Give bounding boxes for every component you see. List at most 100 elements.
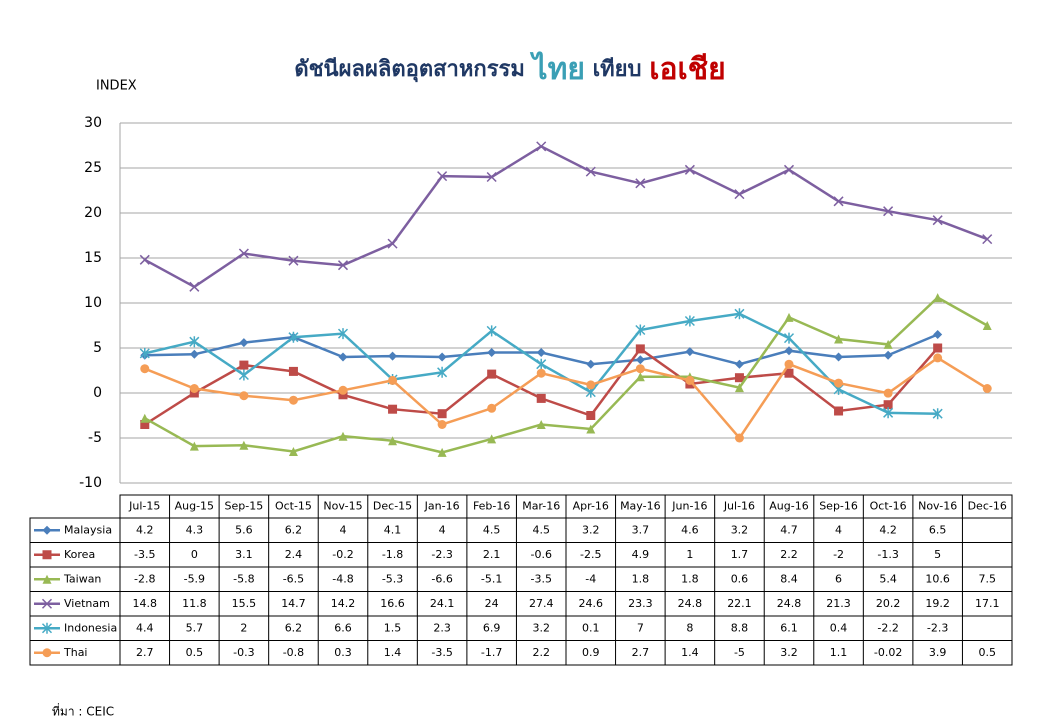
marker — [684, 315, 695, 327]
marker — [883, 206, 894, 217]
marker — [783, 164, 795, 175]
marker — [586, 411, 596, 420]
marker — [784, 312, 794, 322]
title-mid: เทียบ — [593, 57, 642, 82]
table-value: 4.5 — [483, 523, 501, 536]
table-value: 2 — [240, 621, 247, 634]
marker — [784, 359, 794, 369]
legend-label: Malaysia — [64, 523, 112, 536]
table-value: 14.2 — [331, 597, 356, 610]
marker — [189, 441, 199, 451]
table-value: -3.5 — [431, 646, 452, 659]
table-value: 24.8 — [678, 597, 703, 610]
marker — [140, 413, 150, 423]
marker — [239, 391, 249, 401]
x-tick-label: May-16 — [620, 500, 661, 513]
y-tick-label: -5 — [88, 430, 102, 446]
table-value: 0.4 — [830, 621, 848, 634]
marker — [388, 404, 398, 414]
table-value: -1.7 — [481, 646, 502, 659]
marker — [189, 349, 199, 359]
y-tick-label: 30 — [84, 115, 102, 131]
title-prefix: ดัชนีผลผลิตอุตสาหกรรม — [294, 57, 525, 83]
table-value: -5 — [734, 646, 745, 659]
marker — [635, 355, 645, 365]
x-tick-label: Oct-16 — [870, 500, 907, 513]
marker — [288, 447, 298, 456]
table-value: 5 — [934, 548, 941, 561]
marker — [536, 358, 547, 370]
marker — [783, 332, 795, 344]
title-asia: เอเชีย — [649, 52, 725, 87]
table-value: 14.7 — [281, 597, 306, 610]
table-value: 3.2 — [731, 523, 749, 536]
table-value: 1.8 — [632, 572, 650, 585]
table-value: -0.8 — [283, 646, 304, 659]
x-tick-label: Mar-16 — [522, 500, 560, 513]
table-value: -6.6 — [431, 572, 452, 585]
marker — [536, 393, 546, 403]
marker — [932, 215, 943, 226]
marker — [487, 369, 497, 379]
table-value: 20.2 — [876, 597, 901, 610]
table-value: 6.6 — [334, 621, 352, 634]
table-value: 2.7 — [632, 646, 650, 659]
marker — [635, 344, 645, 354]
marker — [42, 648, 52, 658]
marker — [635, 364, 645, 374]
x-tick-label: Aug-16 — [769, 500, 808, 513]
y-tick-label: -10 — [79, 475, 102, 491]
marker — [833, 196, 844, 207]
marker — [933, 343, 943, 353]
marker — [734, 433, 744, 443]
marker — [189, 281, 200, 292]
marker — [933, 330, 943, 339]
marker — [586, 424, 596, 434]
marker — [933, 353, 943, 363]
x-tick-label: Oct-15 — [275, 500, 312, 513]
marker — [635, 372, 645, 382]
marker — [288, 366, 298, 376]
table-value: 21.3 — [826, 597, 851, 610]
marker — [883, 339, 893, 349]
table-value: 4.1 — [384, 523, 402, 536]
marker — [784, 346, 794, 356]
marker — [784, 368, 794, 378]
table-value: 7.5 — [978, 572, 996, 585]
x-tick-label: Jul-15 — [128, 500, 160, 513]
y-tick-label: 10 — [84, 295, 102, 311]
table-value: -5.8 — [233, 572, 254, 585]
source: ที่มา : CEIC — [52, 703, 114, 719]
marker — [437, 447, 447, 457]
table-value: -6.5 — [283, 572, 304, 585]
table-value: 23.3 — [628, 597, 653, 610]
table-value: 6.1 — [780, 621, 798, 634]
marker — [734, 383, 744, 393]
table-value: 1.7 — [731, 548, 749, 561]
table-value: -0.02 — [874, 646, 902, 659]
table-value: 24.8 — [777, 597, 802, 610]
marker — [42, 574, 52, 584]
marker — [883, 350, 893, 360]
marker — [139, 254, 150, 265]
table-value: -3.5 — [530, 572, 551, 585]
table-value: 0.3 — [334, 646, 352, 659]
marker — [834, 334, 844, 344]
table-value: 22.1 — [727, 597, 752, 610]
table-value: 1.1 — [830, 646, 848, 659]
series-line — [144, 356, 988, 441]
marker — [41, 598, 53, 609]
marker — [982, 384, 992, 393]
table-value: 1.5 — [384, 621, 402, 634]
marker — [239, 360, 249, 370]
marker — [338, 385, 348, 395]
table-value: 17.1 — [975, 597, 1000, 610]
table-value: 1.8 — [681, 572, 699, 585]
marker — [437, 420, 447, 429]
marker — [486, 325, 497, 337]
table-value: 3.7 — [632, 523, 650, 536]
table-value: 0.9 — [582, 646, 600, 659]
table-value: 6.2 — [285, 621, 303, 634]
table-value: 4.6 — [681, 523, 699, 536]
marker — [486, 171, 497, 183]
